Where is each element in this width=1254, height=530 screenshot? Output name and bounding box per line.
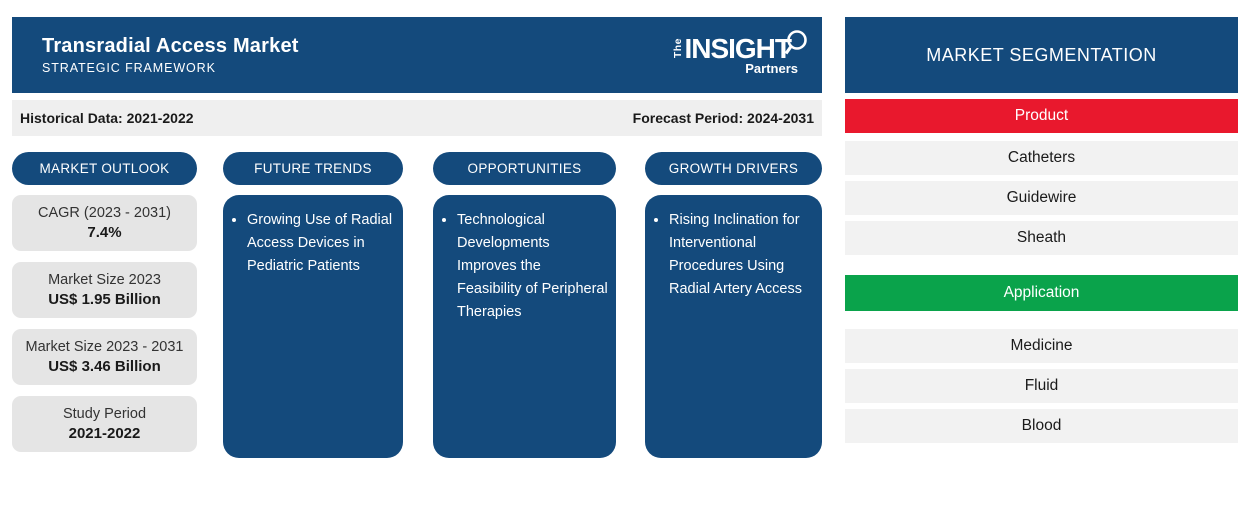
page-subtitle: STRATEGIC FRAMEWORK bbox=[42, 61, 216, 75]
column-growth-drivers: GROWTH DRIVERS Rising Inclination for In… bbox=[645, 152, 822, 458]
growth-drivers-card: Rising Inclination for Interventional Pr… bbox=[645, 195, 822, 458]
segmentation-header: MARKET SEGMENTATION bbox=[845, 17, 1238, 93]
stat-label: Market Size 2023 bbox=[48, 272, 161, 288]
stat-label: Study Period bbox=[62, 406, 147, 422]
magnifier-icon bbox=[784, 29, 808, 61]
stat-value: US$ 3.46 Billion bbox=[48, 358, 161, 375]
market-outlook-pill: MARKET OUTLOOK bbox=[12, 152, 197, 185]
growth-drivers-bullet: Rising Inclination for Interventional Pr… bbox=[669, 209, 814, 301]
product-header-bar: Product bbox=[845, 99, 1238, 133]
segment-item-fluid: Fluid bbox=[845, 369, 1238, 403]
stat-label: CAGR (2023 - 2031) bbox=[38, 205, 171, 221]
column-opportunities: OPPORTUNITIES Technological Developments… bbox=[433, 152, 616, 458]
insight-partners-logo: The INSIGHT Partners bbox=[671, 30, 808, 76]
segment-item-blood: Blood bbox=[845, 409, 1238, 443]
logo-stack: INSIGHT Partners bbox=[684, 30, 808, 76]
segmentation-panel: MARKET SEGMENTATION Product Catheters Gu… bbox=[845, 17, 1238, 443]
future-trends-pill: FUTURE TRENDS bbox=[223, 152, 403, 185]
stat-value: 7.4% bbox=[87, 224, 122, 241]
application-header-bar: Application bbox=[845, 275, 1238, 311]
column-future-trends: FUTURE TRENDS Growing Use of Radial Acce… bbox=[223, 152, 403, 458]
stat-box-study-period: Study Period 2021-2022 bbox=[12, 396, 197, 452]
period-bar: Historical Data: 2021-2022 Forecast Peri… bbox=[12, 100, 822, 136]
header-bar: Transradial Access Market STRATEGIC FRAM… bbox=[12, 17, 822, 93]
segment-item-medicine: Medicine bbox=[845, 329, 1238, 363]
logo-top-row: INSIGHT bbox=[684, 30, 808, 64]
segment-item-catheters: Catheters bbox=[845, 141, 1238, 175]
opportunities-bullet: Technological Developments Improves the … bbox=[457, 209, 608, 324]
header-text-block: Transradial Access Market STRATEGIC FRAM… bbox=[42, 35, 299, 75]
segment-item-sheath: Sheath bbox=[845, 221, 1238, 255]
logo-insight-text: INSIGHT bbox=[684, 33, 792, 64]
future-trends-bullet: Growing Use of Radial Access Devices in … bbox=[247, 209, 395, 278]
stat-value: 2021-2022 bbox=[68, 425, 141, 442]
forecast-period-label: Forecast Period: 2024-2031 bbox=[632, 110, 814, 126]
stat-box-cagr: CAGR (2023 - 2031) 7.4% bbox=[12, 195, 197, 251]
future-trends-card: Growing Use of Radial Access Devices in … bbox=[223, 195, 403, 458]
page-title: Transradial Access Market bbox=[42, 35, 299, 57]
logo-partners-text: Partners bbox=[745, 61, 798, 76]
historical-data-label: Historical Data: 2021-2022 bbox=[20, 110, 194, 126]
stat-value: US$ 1.95 Billion bbox=[48, 291, 161, 308]
stat-box-market-size-2023-2031: Market Size 2023 - 2031 US$ 3.46 Billion bbox=[12, 329, 197, 385]
growth-drivers-pill: GROWTH DRIVERS bbox=[645, 152, 822, 185]
stat-box-market-size-2023: Market Size 2023 US$ 1.95 Billion bbox=[12, 262, 197, 318]
stat-label: Market Size 2023 - 2031 bbox=[25, 339, 184, 355]
logo-the-text: The bbox=[671, 38, 684, 59]
opportunities-card: Technological Developments Improves the … bbox=[433, 195, 616, 458]
opportunities-pill: OPPORTUNITIES bbox=[433, 152, 616, 185]
column-market-outlook: MARKET OUTLOOK CAGR (2023 - 2031) 7.4% M… bbox=[12, 152, 197, 452]
segment-item-guidewire: Guidewire bbox=[845, 181, 1238, 215]
